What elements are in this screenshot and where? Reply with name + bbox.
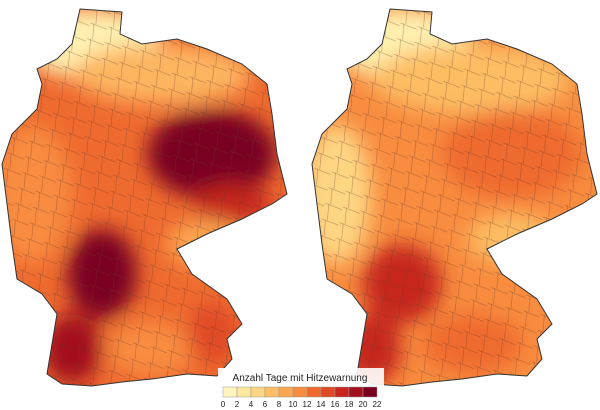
map-left — [1, 8, 288, 387]
legend-swatch — [278, 386, 294, 398]
legend-swatch — [222, 386, 238, 398]
map-right — [311, 8, 598, 387]
legend-swatch — [348, 386, 364, 398]
legend: Anzahl Tage mit Hitzewarnung 0 2 4 6 8 10 12 14… — [218, 368, 384, 410]
legend-swatch — [236, 386, 252, 398]
legend-tick-label: 4 — [249, 400, 254, 409]
legend-tick-label: 22 — [373, 400, 382, 409]
legend-tick-label: 10 — [289, 400, 298, 409]
legend-tick-label: 8 — [277, 400, 282, 409]
legend-tick-label: 20 — [359, 400, 368, 409]
legend-tick-label: 18 — [345, 400, 354, 409]
legend-tick-label: 16 — [331, 400, 340, 409]
legend-tick-label: 12 — [303, 400, 312, 409]
legend-swatch — [306, 386, 322, 398]
legend-title: Anzahl Tage mit Hitzewarnung — [233, 373, 368, 384]
legend-tick-label: 14 — [317, 400, 326, 409]
legend-tick-label: 0 — [221, 400, 226, 409]
legend-swatch — [334, 386, 350, 398]
legend-tick-label: 2 — [235, 400, 240, 409]
legend-swatch — [320, 386, 336, 398]
legend-tick-label: 6 — [263, 400, 268, 409]
legend-swatch — [292, 386, 308, 398]
legend-swatch — [264, 386, 280, 398]
legend-swatch — [362, 386, 378, 398]
legend-swatch — [250, 386, 266, 398]
